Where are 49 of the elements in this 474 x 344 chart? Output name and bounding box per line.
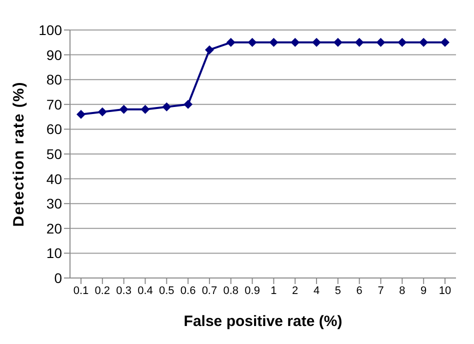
y-tick-label: 90 — [46, 46, 62, 63]
y-tick-label: 20 — [46, 220, 62, 236]
point — [376, 38, 386, 47]
y-tick-label: 80 — [46, 72, 62, 88]
point — [398, 38, 407, 47]
y-axis-title: Detection rate (%) — [10, 81, 28, 227]
point — [204, 45, 214, 54]
x-tick-label: 10 — [438, 284, 452, 297]
x-tick-label: 8 — [399, 284, 406, 297]
x-axis-title: False positive rate (%) — [184, 313, 342, 330]
y-tick-label: 40 — [46, 170, 62, 187]
x-tick-label: 6 — [356, 284, 362, 297]
x-tick-label: 0.7 — [202, 284, 218, 297]
point — [248, 38, 257, 47]
point — [119, 104, 128, 114]
y-tick-label: 100 — [38, 22, 62, 38]
x-tick-label: 0.4 — [138, 284, 153, 297]
x-tick-label: 9 — [420, 284, 427, 297]
x-tick-label: 5 — [334, 284, 342, 297]
x-tick-label: 7 — [378, 284, 384, 297]
point — [76, 110, 86, 119]
point — [333, 38, 342, 47]
x-tick-label: 0.1 — [73, 284, 89, 297]
point — [440, 38, 450, 47]
x-tick-label: 0.3 — [116, 284, 132, 297]
point — [184, 100, 193, 109]
x-tick-label: 0.9 — [244, 284, 260, 297]
point — [226, 38, 236, 47]
x-tick-label: 1 — [270, 284, 277, 297]
x-tick-label: 0.2 — [94, 284, 110, 297]
y-tick-label: 10 — [46, 245, 62, 262]
point — [290, 38, 300, 47]
x-tick-label: 0.5 — [159, 284, 174, 297]
x-tick-label: 0.8 — [223, 284, 239, 297]
x-tick-label: 4 — [313, 284, 320, 297]
point — [140, 104, 150, 114]
x-tick-label: 0.6 — [180, 284, 196, 297]
y-tick-label: 30 — [46, 196, 62, 212]
point — [312, 38, 322, 47]
point — [269, 38, 278, 47]
point — [354, 38, 364, 47]
y-tick-label: 0 — [54, 270, 62, 286]
x-tick-label: 2 — [292, 284, 298, 297]
y-tick-label: 60 — [46, 121, 62, 138]
point — [162, 102, 172, 112]
y-tick-label: 70 — [46, 96, 62, 112]
y-tick-label: 50 — [46, 146, 62, 162]
point — [419, 38, 428, 47]
point — [98, 107, 107, 116]
